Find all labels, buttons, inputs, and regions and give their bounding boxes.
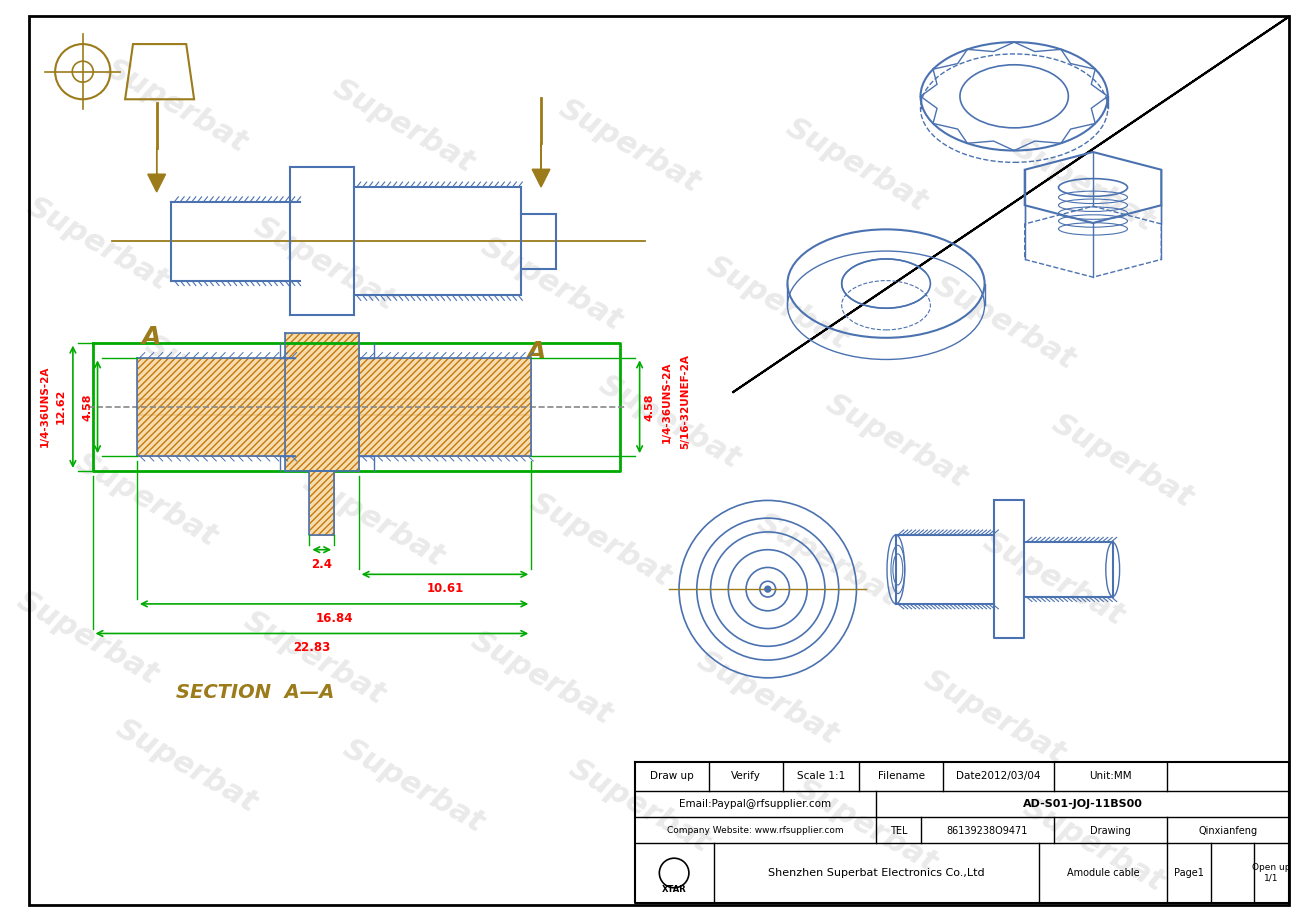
Text: 16.84: 16.84 xyxy=(316,612,353,624)
Text: Open up
1/1: Open up 1/1 xyxy=(1252,863,1291,882)
Text: Superbat: Superbat xyxy=(140,330,292,435)
Text: 86139238O9471: 86139238O9471 xyxy=(947,825,1028,835)
Text: 2.4: 2.4 xyxy=(312,557,333,571)
Polygon shape xyxy=(284,332,359,471)
Text: XTAR: XTAR xyxy=(661,885,686,894)
Polygon shape xyxy=(309,471,334,535)
Text: Superbat: Superbat xyxy=(338,734,488,838)
Text: Draw up: Draw up xyxy=(650,772,694,781)
Text: Superbat: Superbat xyxy=(366,350,518,454)
Text: SECTION  A—A: SECTION A—A xyxy=(177,682,334,702)
Text: Superbat: Superbat xyxy=(791,774,942,878)
Text: A: A xyxy=(526,340,546,364)
Text: Superbat: Superbat xyxy=(781,113,933,217)
Text: Superbat: Superbat xyxy=(820,390,972,494)
Text: Superbat: Superbat xyxy=(553,93,705,198)
Text: Email:Paypal@rfsupplier.com: Email:Paypal@rfsupplier.com xyxy=(679,799,831,809)
Text: TEL: TEL xyxy=(890,825,907,835)
Text: Superbat: Superbat xyxy=(465,625,617,730)
Text: Superbat: Superbat xyxy=(327,74,479,178)
Text: Superbat: Superbat xyxy=(564,753,716,858)
Text: Superbat: Superbat xyxy=(594,369,746,473)
Text: Superbat: Superbat xyxy=(978,527,1129,632)
Text: Superbat: Superbat xyxy=(1017,793,1169,898)
Text: Superbat: Superbat xyxy=(525,488,675,592)
Text: 4.58: 4.58 xyxy=(644,393,655,421)
Text: Scale 1:1: Scale 1:1 xyxy=(796,772,846,781)
Text: Filename: Filename xyxy=(878,772,925,781)
Text: Superbat: Superbat xyxy=(751,507,903,612)
Text: Date2012/03/04: Date2012/03/04 xyxy=(956,772,1040,781)
Text: Superbat: Superbat xyxy=(100,54,252,158)
Text: Shenzhen Superbat Electronics Co.,Ltd: Shenzhen Superbat Electronics Co.,Ltd xyxy=(768,868,985,878)
Text: Superbat: Superbat xyxy=(12,587,164,691)
Text: Superbat: Superbat xyxy=(929,271,1081,375)
Text: Superbat: Superbat xyxy=(701,251,853,356)
Text: Superbat: Superbat xyxy=(71,449,222,553)
Polygon shape xyxy=(136,357,295,456)
Text: Page1: Page1 xyxy=(1174,868,1204,878)
Text: 5/16-32UNEF-2A: 5/16-32UNEF-2A xyxy=(679,355,690,449)
Text: Unit:MM: Unit:MM xyxy=(1089,772,1131,781)
Polygon shape xyxy=(136,399,531,414)
Text: 22.83: 22.83 xyxy=(294,641,330,654)
Text: Superbat: Superbat xyxy=(918,665,1070,769)
Text: Company Website: www.rfsupplier.com: Company Website: www.rfsupplier.com xyxy=(668,826,844,835)
Text: AD-S01-JOJ-11BS00: AD-S01-JOJ-11BS00 xyxy=(1022,799,1143,809)
Text: Qinxianfeng: Qinxianfeng xyxy=(1199,825,1257,835)
Text: Superbat: Superbat xyxy=(248,212,400,316)
Text: Drawing: Drawing xyxy=(1090,825,1130,835)
Text: Superbat: Superbat xyxy=(1007,133,1159,238)
Text: Superbat: Superbat xyxy=(475,231,626,336)
Text: 1/4-36UNS-2A: 1/4-36UNS-2A xyxy=(662,361,672,443)
Text: Superbat: Superbat xyxy=(239,606,390,710)
Text: Superbat: Superbat xyxy=(692,646,843,750)
Text: Superbat: Superbat xyxy=(1047,409,1199,513)
Polygon shape xyxy=(359,357,531,456)
Text: Superbat: Superbat xyxy=(297,468,449,572)
Circle shape xyxy=(765,586,770,592)
Text: 4.58: 4.58 xyxy=(83,393,92,421)
Text: 12.62: 12.62 xyxy=(56,389,66,425)
Text: Verify: Verify xyxy=(730,772,760,781)
Text: Superbat: Superbat xyxy=(22,192,173,297)
FancyArrow shape xyxy=(148,147,165,192)
Text: Amodule cable: Amodule cable xyxy=(1066,868,1139,878)
Text: 10.61: 10.61 xyxy=(426,582,464,595)
FancyArrow shape xyxy=(533,143,549,187)
Text: Superbat: Superbat xyxy=(110,715,262,819)
Text: A: A xyxy=(142,325,161,349)
Text: 1/4-36UNS-2A: 1/4-36UNS-2A xyxy=(40,366,51,448)
